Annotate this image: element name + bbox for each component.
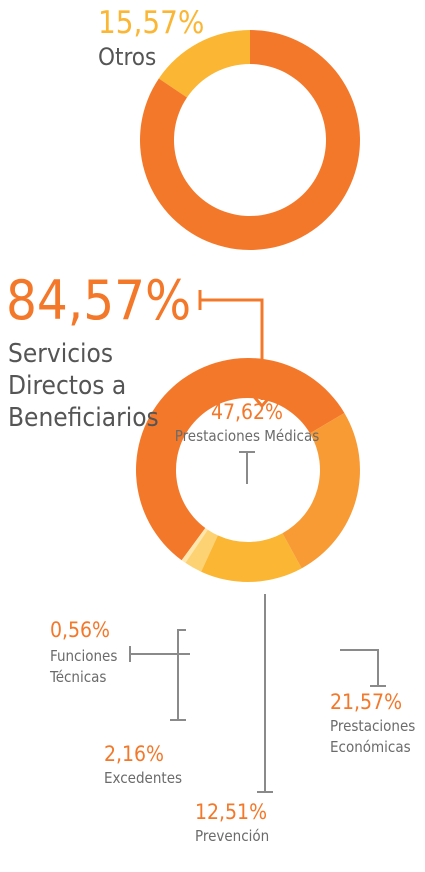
- leader-lines: [129, 290, 386, 793]
- pie-slice: [282, 412, 361, 569]
- leader: [239, 451, 255, 484]
- category-label: Prevención: [195, 827, 270, 845]
- pie-slice: [139, 30, 360, 251]
- pie-slice: [181, 528, 208, 563]
- connector: [198, 290, 264, 400]
- pie-slice: [185, 529, 218, 572]
- category-label: Funciones Técnicas: [50, 647, 118, 686]
- value-label: 15,57%: [98, 5, 205, 41]
- category-label: Excedentes: [104, 769, 183, 787]
- category-label: Otros: [98, 43, 157, 71]
- category-label: Prestaciones Médicas: [174, 427, 320, 445]
- category-label: Servicios Directos a Beneficiarios: [8, 339, 159, 433]
- value-label: 21,57%: [330, 690, 403, 714]
- value-label: 47,62%: [210, 400, 284, 424]
- value-label: 2,16%: [104, 742, 165, 766]
- pie-slice: [136, 358, 345, 561]
- leader: [257, 594, 273, 793]
- arrow: [248, 391, 276, 409]
- pie-slice: [158, 30, 250, 98]
- value-label: 12,51%: [195, 800, 268, 824]
- category-label: Prestaciones Económicas: [330, 717, 416, 756]
- value-label: 0,56%: [50, 618, 111, 642]
- value-label: 84,57%: [6, 269, 192, 332]
- leader: [170, 629, 186, 721]
- leader: [129, 646, 190, 662]
- leader: [340, 649, 386, 687]
- pie-slice: [201, 533, 302, 582]
